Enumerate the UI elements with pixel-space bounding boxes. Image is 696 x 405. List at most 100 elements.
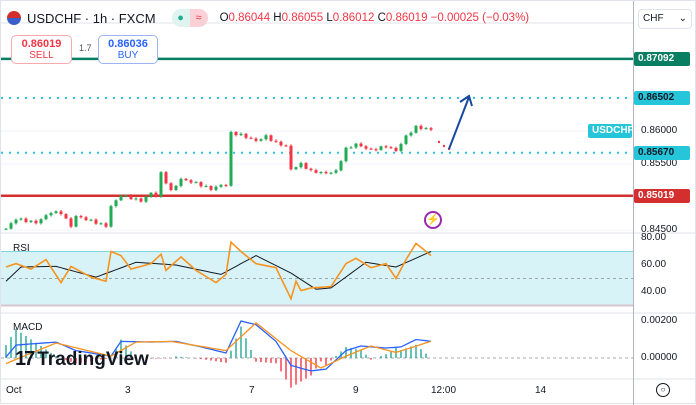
market-open-icon: ●: [172, 9, 190, 27]
candle-body: [5, 229, 8, 230]
candle-body: [320, 172, 323, 173]
candle-body: [370, 149, 373, 150]
candle-body: [255, 139, 258, 141]
candle-body: [95, 220, 98, 224]
time-label: 3: [125, 385, 131, 396]
macd-histogram-bar: [355, 349, 357, 358]
candle-body: [125, 195, 128, 196]
candle-body: [200, 182, 203, 186]
flag-icon: [7, 11, 21, 25]
rsi-pane-label: RSI: [13, 243, 30, 254]
macd-histogram-bar: [380, 356, 382, 358]
candle-body: [25, 219, 28, 222]
macd-histogram-bar: [370, 358, 372, 360]
macd-histogram-bar: [215, 358, 217, 361]
candle-body: [100, 223, 103, 224]
level-tag: 0.85019: [634, 189, 690, 203]
projection-dot: [438, 141, 440, 143]
level-tag: 0.86502: [634, 91, 690, 105]
candle-body: [285, 145, 288, 146]
macd-histogram-bar: [205, 358, 207, 360]
macd-histogram-bar: [260, 358, 262, 362]
candle-body: [70, 218, 73, 226]
time-label: 9: [353, 385, 359, 396]
candle-body: [115, 200, 118, 206]
macd-pane-label: MACD: [13, 322, 42, 333]
candle-body: [35, 221, 38, 224]
macd-histogram-bar: [330, 358, 332, 360]
time-label: Oct: [6, 385, 22, 396]
macd-histogram-bar: [275, 358, 277, 363]
symbol-title[interactable]: USDCHF · 1h · FXCM: [27, 11, 156, 26]
candle-body: [415, 126, 418, 133]
ohlc-readout: O0.86044 H0.86055 L0.86012 C0.86019 −0.0…: [220, 12, 530, 24]
macd-label: 0.00000: [641, 352, 677, 363]
macd-histogram-bar: [155, 358, 157, 359]
alert-lightning-icon[interactable]: ⚡: [424, 211, 442, 229]
symbol-header: USDCHF · 1h · FXCM ●≈ O0.86044 H0.86055 …: [7, 9, 529, 27]
candle-body: [220, 185, 223, 187]
candle-body: [280, 142, 283, 146]
candle-body: [265, 135, 268, 139]
macd-histogram-bar: [225, 358, 227, 363]
candle-body: [325, 172, 328, 173]
candle-body: [375, 149, 378, 150]
candle-body: [385, 146, 388, 147]
candle-body: [120, 196, 123, 200]
macd-histogram-bar: [265, 358, 267, 362]
candle-body: [75, 216, 78, 227]
candle-body: [240, 134, 243, 135]
candle-body: [130, 195, 133, 199]
candle-body: [60, 211, 63, 214]
candle-body: [15, 220, 18, 224]
candle-body: [365, 146, 368, 148]
macd-histogram-bar: [245, 338, 247, 358]
candle-body: [305, 163, 308, 169]
spread: 1.7: [79, 43, 92, 53]
macd-histogram-bar: [240, 327, 242, 358]
symbol-tag: USDCHF: [588, 124, 632, 138]
candle-body: [195, 182, 198, 183]
macd-histogram-bar: [335, 356, 337, 358]
candle-body: [315, 170, 318, 173]
macd-histogram-bar: [255, 358, 257, 362]
macd-histogram-bar: [325, 358, 327, 365]
candle-body: [45, 215, 48, 219]
candle-body: [275, 141, 278, 142]
market-status[interactable]: ●≈: [172, 9, 208, 27]
macd-histogram-bar: [220, 358, 222, 362]
currency-select[interactable]: CHF⌄: [638, 9, 692, 29]
macd-histogram-bar: [185, 357, 187, 358]
candle-body: [205, 186, 208, 187]
macd-histogram-bar: [10, 337, 12, 358]
candle-body: [105, 223, 108, 226]
candle-body: [425, 128, 428, 129]
candle-body: [135, 198, 138, 199]
candle-body: [345, 148, 348, 162]
price-label: 0.86000: [641, 125, 677, 136]
macd-histogram-bar: [280, 358, 282, 371]
macd-histogram-bar: [200, 358, 202, 359]
candle-body: [330, 173, 333, 174]
candle-body: [290, 146, 293, 170]
candle-body: [395, 148, 398, 151]
settings-icon[interactable]: ○: [656, 383, 670, 397]
macd-histogram-bar: [420, 349, 422, 358]
tradingview-logo: 17 TradingView: [15, 348, 149, 371]
candle-body: [185, 179, 188, 180]
candle-body: [410, 133, 413, 136]
candle-body: [65, 214, 68, 218]
macd-histogram-bar: [425, 354, 427, 358]
macd-histogram-bar: [295, 358, 297, 385]
macd-histogram-bar: [230, 351, 232, 358]
forecast-arrow: [449, 97, 469, 149]
candle-body: [160, 172, 163, 196]
candle-body: [80, 216, 83, 217]
candle-body: [140, 198, 143, 201]
candle-body: [20, 219, 23, 220]
rsi-label: 80.00: [641, 232, 666, 243]
macd-histogram-bar: [250, 350, 252, 358]
